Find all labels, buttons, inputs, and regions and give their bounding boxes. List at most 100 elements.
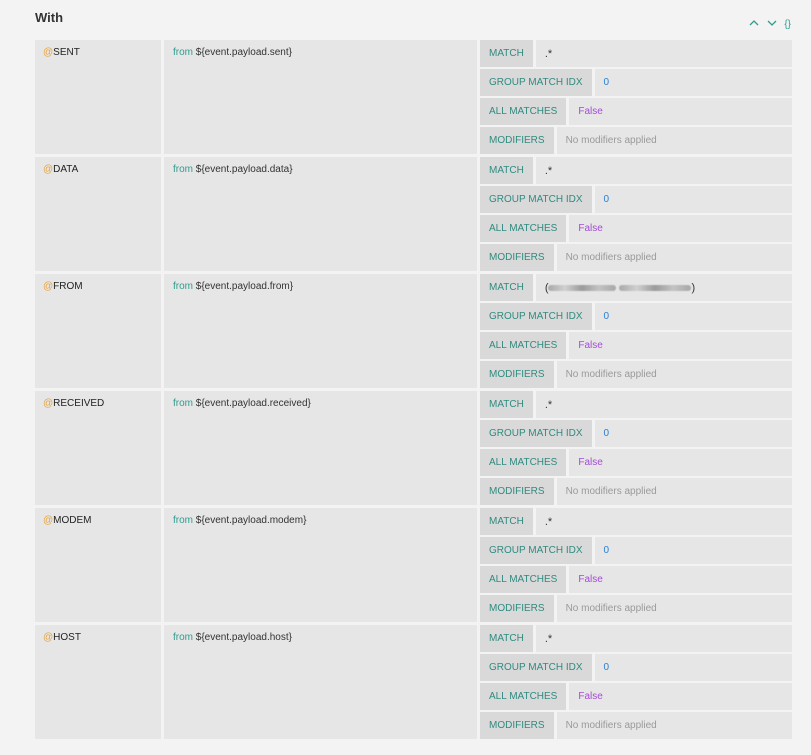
from-keyword: from <box>173 632 193 643</box>
source-cell: from ${event.payload.from} <box>164 274 477 388</box>
properties-cell: MATCH ( ) GROUP MATCH IDX 0 ALL MATCHES … <box>480 274 792 388</box>
match-value[interactable]: ( ) <box>535 274 792 301</box>
source-cell: from ${event.payload.data} <box>164 157 477 271</box>
group-idx-row: GROUP MATCH IDX 0 <box>480 420 792 447</box>
all-matches-row: ALL MATCHES False <box>480 683 792 710</box>
variable-cell: @SENT <box>35 40 161 154</box>
group-idx-value[interactable]: 0 <box>594 303 792 330</box>
modifiers-value[interactable]: No modifiers applied <box>556 712 792 739</box>
source-expression[interactable]: ${event.payload.data} <box>195 164 293 175</box>
modifiers-label: MODIFIERS <box>480 127 554 154</box>
group-idx-value[interactable]: 0 <box>594 537 792 564</box>
match-suffix: ) <box>691 281 696 294</box>
all-matches-label: ALL MATCHES <box>480 98 567 125</box>
properties-cell: MATCH .* GROUP MATCH IDX 0 ALL MATCHES F… <box>480 157 792 271</box>
chevron-down-icon[interactable] <box>766 17 778 33</box>
match-label: MATCH <box>480 508 533 535</box>
source-expression[interactable]: ${event.payload.host} <box>195 632 292 643</box>
redacted-block <box>619 284 692 291</box>
modifiers-value[interactable]: No modifiers applied <box>556 595 792 622</box>
all-matches-value[interactable]: False <box>569 98 792 125</box>
match-row: MATCH .* <box>480 40 792 67</box>
table-row: @SENT from ${event.payload.sent} MATCH .… <box>35 40 792 154</box>
match-value[interactable]: .* <box>535 40 792 67</box>
from-keyword: from <box>173 47 193 58</box>
source-expression[interactable]: ${event.payload.sent} <box>195 47 292 58</box>
at-symbol: @ <box>43 47 54 58</box>
chevron-up-icon[interactable] <box>748 17 760 33</box>
redacted-block <box>548 284 617 291</box>
all-matches-value[interactable]: False <box>569 449 792 476</box>
variable-cell: @FROM <box>35 274 161 388</box>
source-expression[interactable]: ${event.payload.from} <box>195 281 294 292</box>
match-row: MATCH .* <box>480 157 792 184</box>
from-keyword: from <box>173 515 193 526</box>
table-row: @DATA from ${event.payload.data} MATCH .… <box>35 157 792 271</box>
match-row: MATCH .* <box>480 625 792 652</box>
group-idx-value[interactable]: 0 <box>594 654 792 681</box>
modifiers-row: MODIFIERS No modifiers applied <box>480 244 792 271</box>
match-value[interactable]: .* <box>535 625 792 652</box>
all-matches-value[interactable]: False <box>569 332 792 359</box>
modifiers-row: MODIFIERS No modifiers applied <box>480 478 792 505</box>
modifiers-row: MODIFIERS No modifiers applied <box>480 595 792 622</box>
match-value[interactable]: .* <box>535 508 792 535</box>
variable-name[interactable]: DATA <box>53 164 79 175</box>
variable-name[interactable]: FROM <box>53 281 83 292</box>
all-matches-value[interactable]: False <box>569 683 792 710</box>
at-symbol: @ <box>43 398 54 409</box>
source-cell: from ${event.payload.modem} <box>164 508 477 622</box>
group-idx-row: GROUP MATCH IDX 0 <box>480 654 792 681</box>
match-row: MATCH .* <box>480 391 792 418</box>
match-label: MATCH <box>480 157 533 184</box>
all-matches-value[interactable]: False <box>569 566 792 593</box>
at-symbol: @ <box>43 164 54 175</box>
modifiers-value[interactable]: No modifiers applied <box>556 127 792 154</box>
properties-cell: MATCH .* GROUP MATCH IDX 0 ALL MATCHES F… <box>480 625 792 739</box>
all-matches-label: ALL MATCHES <box>480 215 567 242</box>
variable-name[interactable]: SENT <box>53 47 80 58</box>
variable-cell: @RECEIVED <box>35 391 161 505</box>
all-matches-value[interactable]: False <box>569 215 792 242</box>
group-idx-label: GROUP MATCH IDX <box>480 420 592 447</box>
source-expression[interactable]: ${event.payload.modem} <box>195 515 307 526</box>
match-value[interactable]: .* <box>535 391 792 418</box>
variable-cell: @HOST <box>35 625 161 739</box>
modifiers-value[interactable]: No modifiers applied <box>556 478 792 505</box>
match-row: MATCH .* <box>480 508 792 535</box>
variable-cell: @DATA <box>35 157 161 271</box>
group-idx-value[interactable]: 0 <box>594 420 792 447</box>
with-table: @SENT from ${event.payload.sent} MATCH .… <box>35 40 792 742</box>
source-cell: from ${event.payload.sent} <box>164 40 477 154</box>
all-matches-label: ALL MATCHES <box>480 683 567 710</box>
variable-name[interactable]: HOST <box>53 632 81 643</box>
group-idx-value[interactable]: 0 <box>594 69 792 96</box>
all-matches-label: ALL MATCHES <box>480 566 567 593</box>
table-row: @HOST from ${event.payload.host} MATCH .… <box>35 625 792 739</box>
braces-icon[interactable]: {} <box>784 19 791 30</box>
group-idx-value[interactable]: 0 <box>594 186 792 213</box>
properties-cell: MATCH .* GROUP MATCH IDX 0 ALL MATCHES F… <box>480 508 792 622</box>
variable-cell: @MODEM <box>35 508 161 622</box>
group-idx-label: GROUP MATCH IDX <box>480 303 592 330</box>
match-row: MATCH ( ) <box>480 274 792 301</box>
variable-name[interactable]: MODEM <box>53 515 92 526</box>
modifiers-value[interactable]: No modifiers applied <box>556 361 792 388</box>
table-row: @FROM from ${event.payload.from} MATCH (… <box>35 274 792 388</box>
source-expression[interactable]: ${event.payload.received} <box>195 398 311 409</box>
at-symbol: @ <box>43 632 54 643</box>
group-idx-label: GROUP MATCH IDX <box>480 654 592 681</box>
modifiers-value[interactable]: No modifiers applied <box>556 244 792 271</box>
from-keyword: from <box>173 398 193 409</box>
at-symbol: @ <box>43 515 54 526</box>
match-prefix: ( <box>544 281 549 294</box>
properties-cell: MATCH .* GROUP MATCH IDX 0 ALL MATCHES F… <box>480 40 792 154</box>
group-idx-label: GROUP MATCH IDX <box>480 537 592 564</box>
all-matches-label: ALL MATCHES <box>480 449 567 476</box>
match-value[interactable]: .* <box>535 157 792 184</box>
modifiers-row: MODIFIERS No modifiers applied <box>480 361 792 388</box>
table-row: @RECEIVED from ${event.payload.received}… <box>35 391 792 505</box>
group-idx-row: GROUP MATCH IDX 0 <box>480 186 792 213</box>
variable-name[interactable]: RECEIVED <box>53 398 105 409</box>
all-matches-label: ALL MATCHES <box>480 332 567 359</box>
